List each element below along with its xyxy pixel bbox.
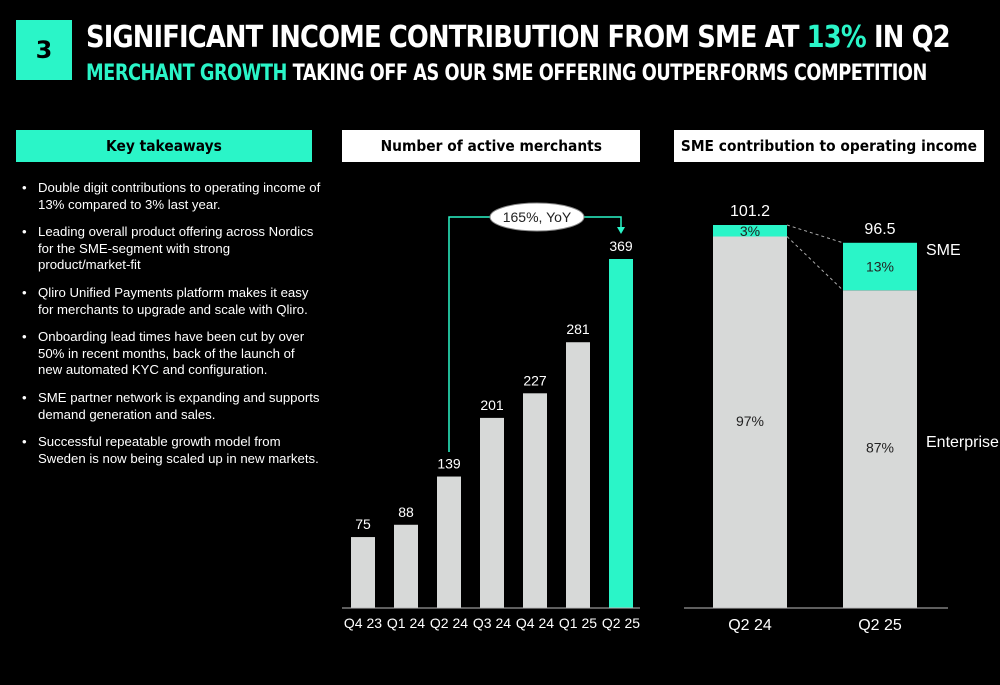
merchant-value-label: 227 (523, 372, 547, 388)
sme-segment (843, 242, 917, 291)
sme-chart-header: SME contribution to operating income (674, 130, 984, 162)
takeaways-header: Key takeaways (16, 130, 312, 162)
merchant-value-label: 75 (355, 516, 371, 532)
takeaways-list: Double digit contributions to operating … (22, 180, 322, 478)
merchant-category-label: Q3 24 (473, 615, 511, 631)
total-value-label: 96.5 (864, 221, 895, 238)
merchant-category-label: Q4 23 (344, 615, 382, 631)
takeaway-item: SME partner network is expanding and sup… (22, 390, 322, 423)
page-subtitle: MERCHANT GROWTH TAKING OFF AS OUR SME OF… (86, 61, 927, 86)
merchant-category-label: Q1 24 (387, 615, 425, 631)
legend-enterprise: Enterprise (926, 434, 999, 451)
merchant-bar (480, 417, 504, 608)
page-title: SIGNIFICANT INCOME CONTRIBUTION FROM SME… (86, 20, 951, 55)
enterprise-segment (713, 236, 787, 609)
merchant-category-label: Q1 25 (559, 615, 597, 631)
merchant-category-label: Q2 25 (602, 615, 640, 631)
takeaway-item: Leading overall product offering across … (22, 224, 322, 274)
sme-chart-category-label: Q2 25 (858, 617, 902, 634)
enterprise-segment (843, 290, 917, 608)
yoy-annotation-label: 165%, YoY (503, 209, 572, 225)
yoy-arrowhead (617, 227, 625, 234)
sme-connector-top (786, 224, 844, 244)
takeaway-item: Onboarding lead times have been cut by o… (22, 329, 322, 379)
section-number-badge: 3 (16, 20, 72, 80)
legend-sme: SME (926, 242, 961, 259)
sme-share-label: 13% (866, 259, 894, 275)
subtitle-highlight: MERCHANT GROWTH (86, 61, 287, 86)
sme-connector-bottom (786, 236, 844, 291)
takeaway-item: Successful repeatable growth model from … (22, 434, 322, 467)
merchant-value-label: 369 (609, 238, 633, 254)
yoy-annotation-bubble (489, 202, 585, 232)
merchant-bar (566, 342, 590, 608)
takeaway-item: Double digit contributions to operating … (22, 180, 322, 213)
merchant-bar (351, 537, 375, 608)
enterprise-share-label: 87% (866, 439, 894, 455)
merchant-category-label: Q2 24 (430, 615, 468, 631)
subtitle-post: TAKING OFF AS OUR SME OFFERING OUTPERFOR… (286, 61, 928, 86)
title-highlight: 13% (806, 20, 867, 55)
merchant-bar (437, 476, 461, 608)
sme-share-label: 3% (740, 223, 760, 239)
merchant-bar (609, 259, 633, 608)
merchant-bar (394, 524, 418, 608)
merchants-chart-header: Number of active merchants (342, 130, 640, 162)
merchant-value-label: 201 (480, 397, 504, 413)
merchant-value-label: 281 (566, 321, 590, 337)
title-post: IN Q2 (865, 20, 951, 55)
sme-segment (713, 225, 787, 237)
total-value-label: 101.2 (730, 203, 770, 220)
merchant-value-label: 88 (398, 504, 414, 520)
merchant-category-label: Q4 24 (516, 615, 554, 631)
title-pre: SIGNIFICANT INCOME CONTRIBUTION FROM SME… (86, 20, 807, 55)
merchant-value-label: 139 (437, 456, 461, 472)
sme-chart-category-label: Q2 24 (728, 617, 772, 634)
takeaway-item: Qliro Unified Payments platform makes it… (22, 285, 322, 318)
enterprise-share-label: 97% (736, 413, 764, 429)
merchant-bar (523, 393, 547, 608)
